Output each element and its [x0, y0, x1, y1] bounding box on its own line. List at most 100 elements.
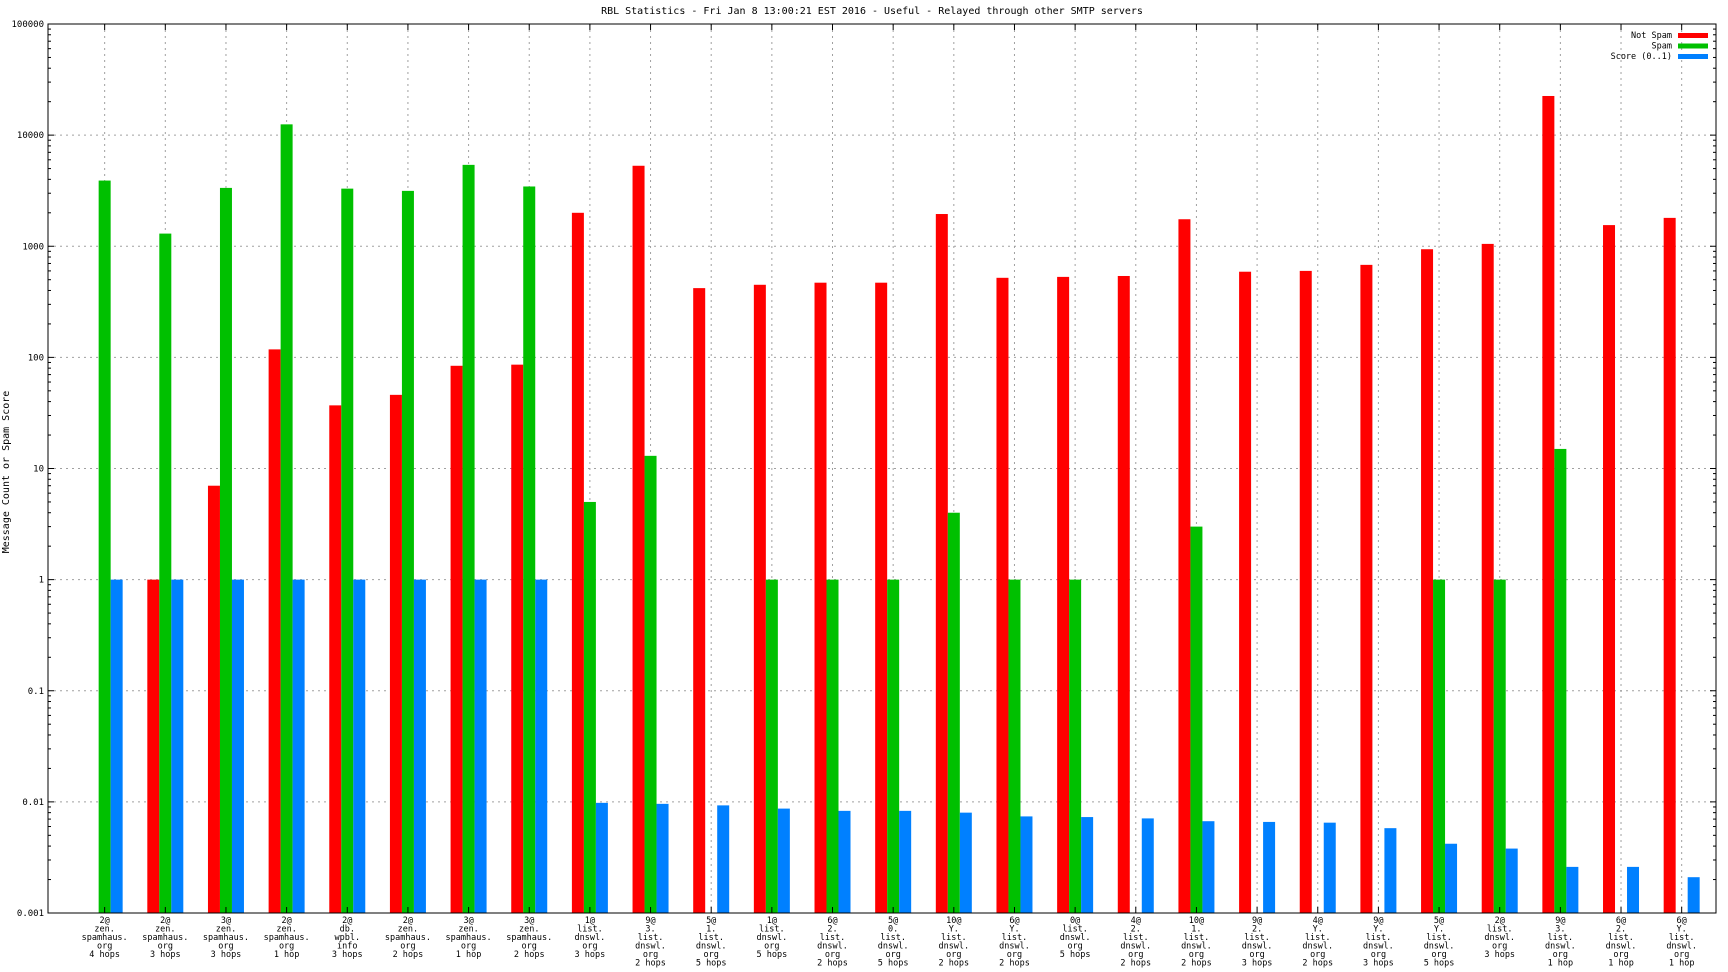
- category-label-line: org: [1431, 950, 1446, 960]
- category-label-line: list.: [1123, 933, 1149, 943]
- category-label-line: 5 hops: [696, 959, 727, 969]
- bar-score: [1384, 828, 1397, 913]
- bar-score: [1020, 816, 1033, 913]
- category-label-line: spamhaus.: [203, 933, 249, 943]
- category-label-line: 3.: [1555, 925, 1565, 935]
- category-label-line: 3@: [524, 916, 534, 926]
- category-label-line: org: [1310, 950, 1325, 960]
- category-label-line: 3 hops: [332, 950, 363, 960]
- category-label-line: 1 hop: [274, 950, 300, 960]
- category-label-line: org: [1492, 942, 1507, 952]
- bar-not-spam: [207, 485, 220, 913]
- bar-spam: [98, 180, 111, 914]
- bar-not-spam: [329, 405, 342, 913]
- bar-score: [838, 810, 851, 913]
- bar-score: [1323, 822, 1336, 913]
- bar-not-spam: [147, 579, 160, 913]
- category-label-line: 4@: [1131, 916, 1141, 926]
- category-label-line: 2 hops: [393, 950, 424, 960]
- bar-not-spam: [693, 288, 706, 913]
- category-label-line: list.: [1002, 933, 1028, 943]
- y-tick-label: 1: [39, 576, 44, 586]
- category-label-line: org: [582, 942, 597, 952]
- category-label-line: list.: [820, 933, 846, 943]
- category-label-line: zen.: [155, 925, 175, 935]
- category-label-line: dnswl.: [696, 942, 727, 952]
- category-label-line: wpbl.: [334, 933, 360, 943]
- category-label-line: dnswl.: [1363, 942, 1394, 952]
- category-label-line: Y.: [1434, 925, 1444, 935]
- category-label-line: zen.: [398, 925, 418, 935]
- category-label-line: 2 hops: [514, 950, 545, 960]
- category-label: 0@ list. dnswl. org 5 hops: [1060, 916, 1091, 960]
- bar-score: [171, 579, 184, 913]
- bar-spam: [523, 186, 536, 913]
- bar-not-spam: [814, 282, 827, 913]
- bar-not-spam: [996, 277, 1009, 913]
- category-label-line: org: [1553, 950, 1568, 960]
- bar-spam: [219, 187, 232, 913]
- category-label-line: org: [885, 950, 900, 960]
- category-label-line: org: [461, 942, 476, 952]
- category-label-line: 4 hops: [89, 950, 120, 960]
- category-label-line: list.: [1366, 933, 1392, 943]
- category-label-line: zen.: [94, 925, 114, 935]
- bar-spam: [1493, 579, 1506, 913]
- bar-spam: [947, 512, 960, 913]
- bar-not-spam: [753, 284, 766, 914]
- bar-spam: [280, 124, 293, 913]
- category-label: 5@ 0. list. dnswl. org 5 hops: [878, 916, 909, 969]
- category-label-line: 1@: [585, 916, 595, 926]
- category-label-line: dnswl.: [1424, 942, 1455, 952]
- category-label-line: zen.: [458, 925, 478, 935]
- category-label-line: 2 hops: [1181, 959, 1212, 969]
- bar-not-spam: [1421, 249, 1434, 914]
- bar-spam: [765, 579, 778, 913]
- category-label-line: 2@: [100, 916, 110, 926]
- category-label-line: list.: [759, 925, 785, 935]
- category-label-line: 2 hops: [1302, 959, 1333, 969]
- bar-spam: [644, 455, 657, 913]
- category-label: 2@ zen. spamhaus. org 2 hops: [385, 916, 431, 960]
- category-label: 9@ 2. list. dnswl. org 3 hops: [1242, 916, 1273, 969]
- category-label-line: zen.: [216, 925, 236, 935]
- category-label-line: 5 hops: [1424, 959, 1455, 969]
- category-label-line: dnswl.: [878, 942, 909, 952]
- category-label-line: org: [1189, 950, 1204, 960]
- bar-spam: [1069, 579, 1082, 913]
- bar-score: [231, 579, 244, 913]
- legend-swatch-not-spam: [1678, 33, 1708, 38]
- category-label-line: org: [1613, 950, 1628, 960]
- bar-score: [1627, 866, 1640, 913]
- bar-not-spam: [268, 349, 281, 914]
- y-tick-label: 1000: [22, 242, 44, 252]
- bar-score: [1445, 843, 1458, 913]
- category-label-line: 2.: [1131, 925, 1141, 935]
- category-label-line: Y.: [1373, 925, 1383, 935]
- bar-score: [717, 805, 730, 913]
- category-label-line: 3 hops: [150, 950, 181, 960]
- category-label-line: 3 hops: [1363, 959, 1394, 969]
- category-label-line: 2.: [827, 925, 837, 935]
- bar-score: [1081, 817, 1094, 913]
- bar-score: [777, 808, 790, 913]
- category-label-line: 2@: [281, 916, 291, 926]
- bars: [98, 95, 1700, 914]
- category-label-line: dnswl.: [817, 942, 848, 952]
- category-label-line: Y.: [1009, 925, 1019, 935]
- category-label-line: 5 hops: [1060, 950, 1091, 960]
- category-label: 1@ list. dnswl. org 3 hops: [575, 916, 606, 960]
- category-label-line: 4@: [1313, 916, 1323, 926]
- category-label-line: spamhaus.: [385, 933, 431, 943]
- category-label-line: org: [1128, 950, 1143, 960]
- category-label: 9@ 3. list. dnswl. org 2 hops: [635, 916, 666, 969]
- bar-spam: [341, 188, 354, 914]
- bar-spam: [887, 579, 900, 913]
- category-label-line: list.: [1608, 933, 1634, 943]
- bar-score: [899, 810, 912, 913]
- category-label: 4@ 2. list. dnswl. org 2 hops: [1120, 916, 1151, 969]
- category-label-line: dnswl.: [1181, 942, 1212, 952]
